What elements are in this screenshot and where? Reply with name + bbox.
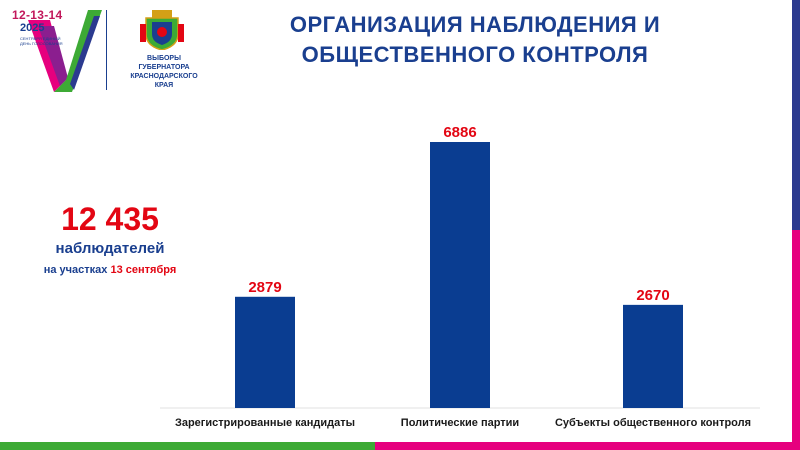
election-caption-line: КРАСНОДАРСКОГО [130, 73, 198, 80]
election-caption-line: ВЫБОРЫ [147, 55, 181, 62]
election-dates: 12-13-14 [12, 8, 63, 22]
bar-2 [430, 142, 490, 408]
bar-value-label: 2670 [636, 287, 669, 304]
election-year: 2025 [20, 22, 45, 34]
side-stripe-blue [792, 0, 800, 230]
bar-value-label: 2879 [248, 279, 281, 296]
total-observers-number: 12 435 [61, 201, 159, 237]
category-label: Зарегистрированные кандидаты [175, 417, 355, 429]
election-v-logo-icon [28, 10, 102, 92]
election-caption-line: ГУБЕРНАТОРА [138, 64, 190, 71]
bottom-stripe-pink [375, 442, 800, 450]
observers-bar-chart: 2879 Зарегистрированные кандидаты 6886 Поли… [160, 124, 760, 429]
category-label: Политические партии [401, 417, 519, 429]
category-label: Субъекты общественного контроля [555, 417, 751, 429]
observers-subtitle-prefix: на участках [43, 264, 108, 276]
bar-1 [235, 296, 295, 408]
bar-3 [623, 304, 683, 408]
page-title: ОРГАНИЗАЦИЯ НАБЛЮДЕНИЯ И ОБЩЕСТВЕННОГО К… [240, 10, 710, 70]
election-caption-line: КРАЯ [154, 82, 174, 89]
bar-value-label: 6886 [443, 124, 476, 141]
election-date-caption: СЕНТЯБРЯ ЕДИНЫЙ ДЕНЬ ГОЛОСОВАНИЯ [20, 36, 63, 46]
krasnodar-coat-of-arms-icon [140, 10, 184, 50]
page-title-line-2: ОБЩЕСТВЕННОГО КОНТРОЛЯ [301, 42, 649, 67]
election-caption: ВЫБОРЫ ГУБЕРНАТОРА КРАСНОДАРСКОГО КРАЯ [116, 54, 212, 90]
bottom-stripe-green [0, 442, 375, 450]
side-stripe-pink [792, 230, 800, 450]
observers-subtitle-date: 13 сентября [110, 264, 177, 276]
logo-divider [106, 10, 107, 90]
election-logo-block: 12-13-14 2025 СЕНТЯБРЯ ЕДИНЫЙ ДЕНЬ ГОЛОС… [8, 6, 198, 92]
observers-subtitle: на участках 13 сентября [30, 264, 190, 276]
page-title-line-1: ОРГАНИЗАЦИЯ НАБЛЮДЕНИЯ И [289, 12, 661, 37]
total-observers-label: наблюдателей [55, 240, 165, 257]
